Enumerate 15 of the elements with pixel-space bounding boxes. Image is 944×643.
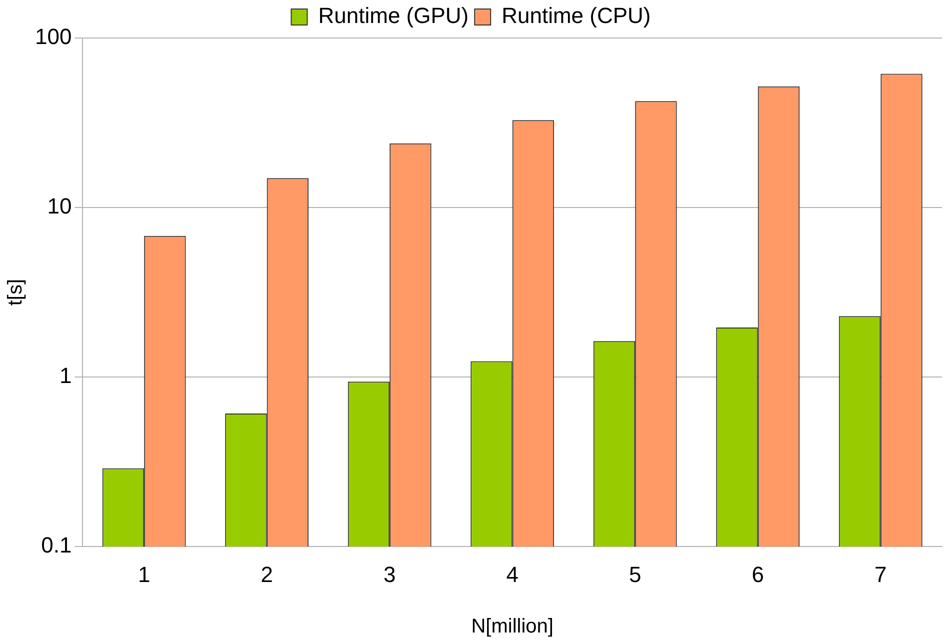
x-tick-label: 1: [138, 562, 150, 587]
legend-label: Runtime (CPU): [502, 3, 651, 28]
y-tick-label: 1: [59, 363, 72, 388]
x-tick-label: 6: [752, 562, 764, 587]
y-tick-label: 0.1: [41, 532, 72, 558]
x-tick-label: 2: [260, 562, 273, 587]
x-tick-label: 3: [383, 562, 396, 587]
x-axis-title: N[million]: [471, 616, 554, 638]
y-axis-title: t[s]: [4, 278, 27, 306]
legend-label: Runtime (GPU): [318, 3, 469, 28]
y-tick-label: 10: [47, 194, 72, 219]
y-tick-label: 100: [34, 24, 72, 50]
x-tick-label: 4: [506, 562, 518, 587]
x-tick-label: 7: [874, 562, 887, 587]
x-tick-label: 5: [628, 562, 642, 587]
